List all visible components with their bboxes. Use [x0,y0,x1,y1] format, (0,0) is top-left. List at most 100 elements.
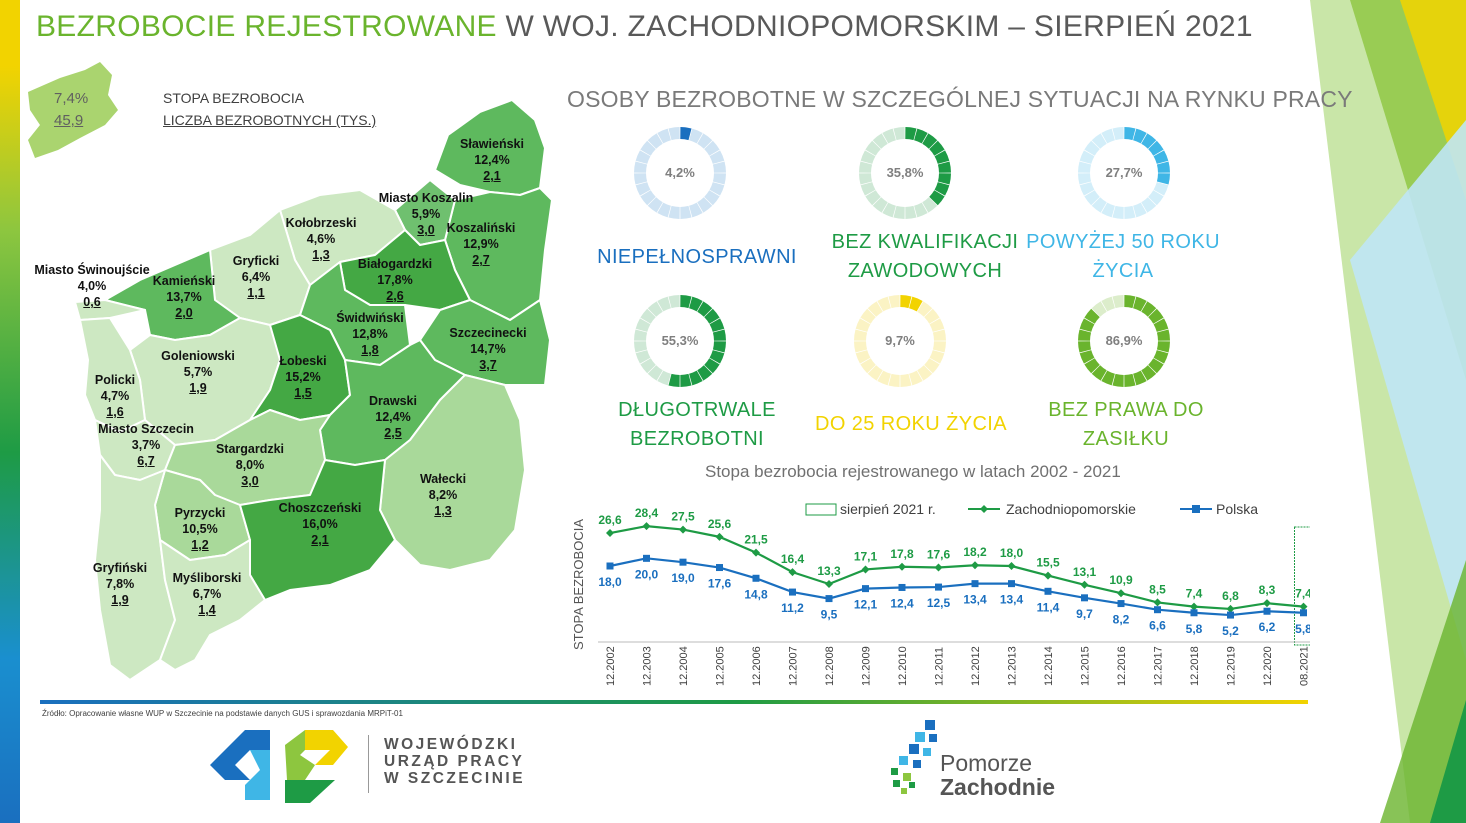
data-point [1263,599,1271,608]
category-label-bez-prawa: BEZ PRAWA DO ZASIŁKU [1048,399,1204,450]
district-label: Miasto Szczecin 3,7% 6,7 [98,422,194,468]
donut-segment [859,173,873,185]
district-label: Gryficki 6,4% 1,1 [232,254,280,300]
donut-segment [1078,329,1092,341]
data-label: 17,1 [854,549,878,563]
donut-segment [1091,301,1107,317]
donut-segment [1079,318,1095,332]
donut-segment [634,161,648,173]
data-point [642,522,651,531]
donut-segment [922,133,938,149]
district-label: Miasto Koszalin 5,9% 3,0 [378,191,474,237]
wup-logo-icon [210,730,348,803]
district-walecki [379,374,526,571]
donut-dlugotrwale: 55,3% [632,293,728,389]
district-label: Sławieński 12,4% 2,1 [460,137,524,183]
donut-segment [1101,128,1115,144]
category-label-dlugotrwale: DŁUGOTRWALE BEZROBOTNI [618,399,776,450]
donut-ring [859,127,951,219]
donut-segment [859,161,873,173]
region-count: 45,9 [54,112,84,129]
data-label: 28,4 [635,506,659,520]
donut-segment [635,318,651,332]
data-point [861,565,870,574]
donut-segment [888,373,900,387]
donut-segment [867,365,883,381]
district-label: Goleniowski 5,7% 1,9 [161,349,235,395]
donut-segment [1084,308,1100,324]
data-label: 20,0 [635,567,659,581]
donut-segment [1101,202,1115,218]
donut-segment [1153,182,1169,196]
data-point [1044,587,1052,595]
data-label: 15,5 [1036,556,1060,570]
donut-segment [704,308,720,324]
donut-segment [668,127,680,141]
donut-percentage: 86,9% [1105,333,1143,348]
donut-segment [1141,365,1157,381]
data-label: 17,6 [708,577,732,591]
donut-segment [877,370,891,386]
donut-segment [1153,350,1169,364]
data-label: 18,0 [598,575,622,589]
data-point [1190,609,1198,617]
x-tick-label: 12.2006 [751,646,763,686]
donut-segment [860,182,876,196]
donut-segment [689,202,703,218]
donut-segment [1091,133,1107,149]
donut-segment [932,329,946,341]
district-swinoujscie [74,299,146,321]
donut-segment [867,301,883,317]
x-tick-label: 12.2010 [897,646,909,686]
donut-segment [657,296,671,312]
donut-segment [1148,190,1164,206]
donut-segment [712,341,726,353]
x-tick-label: 12.2012 [970,646,982,686]
data-point [1227,611,1234,619]
x-tick-label: 12.2008 [824,646,836,686]
x-tick-label: 12.2005 [715,646,727,686]
donut-segment [1112,373,1124,387]
data-point [825,580,833,589]
line-chart: sierpień 2021 r. Zachodniopomorskie Pols… [571,501,1310,686]
donut-segment [640,190,656,206]
donut-ring [634,127,726,219]
donut-segment [855,350,871,364]
data-point [1263,607,1271,615]
donut-ring [1078,127,1170,219]
x-tick-label: 12.2016 [1116,646,1128,686]
page-title: BEZROBOCIE REJESTROWANE W WOJ. ZACHODNIO… [36,10,1253,43]
donut-segment [1112,205,1124,219]
district-mysliborski [159,539,266,671]
donut-segment [1101,296,1115,312]
district-label: Białogardzki 17,8% 2,6 [357,257,433,303]
chart-legend: sierpień 2021 r. Zachodniopomorskie Pols… [805,501,1258,517]
data-point [679,558,687,566]
data-label: 11,2 [781,601,804,615]
donut-segment [1141,301,1157,317]
donut-bez-prawa: 86,9% [1076,293,1172,389]
donut-segment [640,308,656,324]
x-tick-label: 12.2007 [788,646,800,686]
data-label: 9,7 [1076,607,1093,621]
data-point [1007,562,1016,570]
chart-title: Stopa bezrobocia rejestrowanego w latach… [705,462,1121,481]
data-point [1117,600,1125,608]
data-point [1153,598,1162,607]
data-point [1080,580,1089,589]
footer-divider [40,700,1308,704]
donut-segment [854,341,868,353]
decorative-color-strip [0,0,20,823]
donut-percentage: 55,3% [661,333,699,348]
data-label: 13,3 [817,564,841,578]
district-label: Myśliborski 6,7% 1,4 [172,571,242,617]
data-point [1190,602,1198,611]
special-groups-title: OSOBY BEZROBOTNE W SZCZEGÓLNEJ SYTUACJI … [567,86,1353,112]
donut-segment [1156,341,1170,353]
district-label: Szczecinecki 14,7% 3,7 [449,326,527,372]
donut-segment [689,296,703,312]
donut-segment [917,365,933,381]
donut-segment [640,358,656,374]
district-label: Choszczeński 16,0% 2,1 [278,501,362,547]
district-label: Policki 4,7% 1,6 [94,373,136,419]
